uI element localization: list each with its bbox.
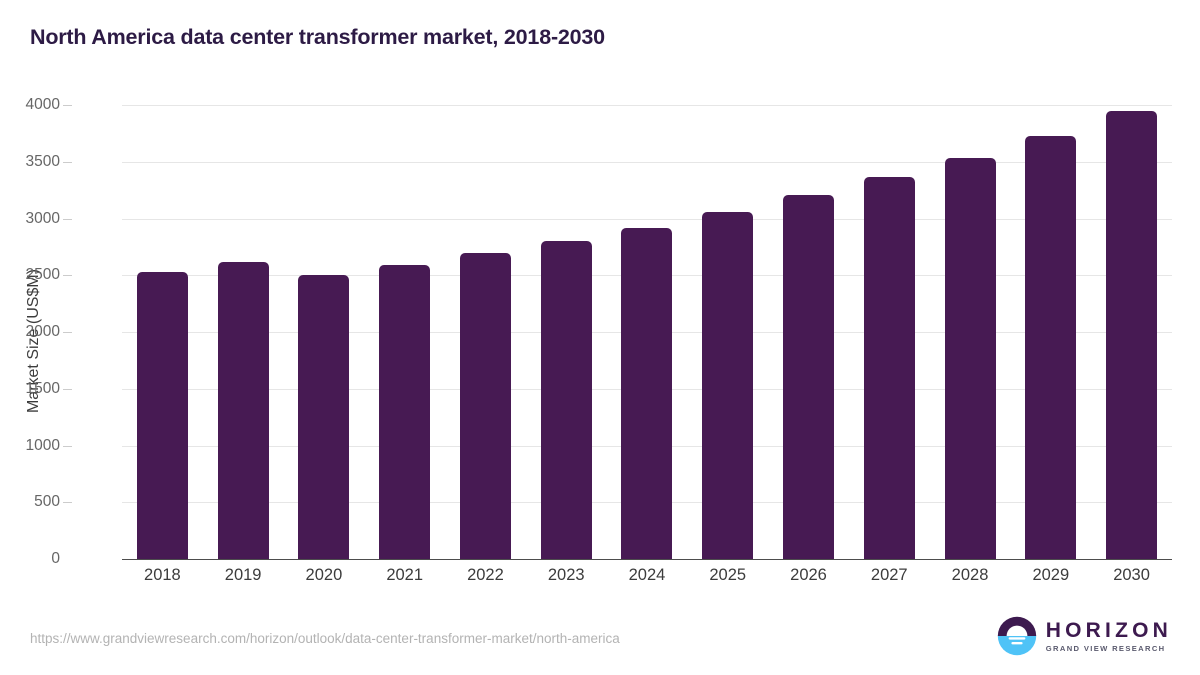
- bar-slot: [1091, 105, 1172, 559]
- brand-logo: HORIZON GRAND VIEW RESEARCH: [997, 615, 1172, 657]
- plot-area: [122, 105, 1172, 561]
- bar-slot: [526, 105, 607, 559]
- y-tick-label: 1000: [25, 436, 60, 454]
- bar-slot: [122, 105, 203, 559]
- y-tick-label: 1500: [25, 379, 60, 397]
- x-tick-label-2020: 2020: [305, 566, 343, 584]
- x-axis: 2018 2019 2020 2021 2022 2023 2024 2025 2026 2027…: [122, 566, 1172, 596]
- bar-series: [122, 105, 1172, 559]
- bar-slot: [687, 105, 768, 559]
- y-axis-title: Market Size (US$M): [25, 268, 42, 414]
- y-tick-mark: [63, 445, 72, 447]
- x-tick-label-2027: 2027: [870, 566, 908, 584]
- y-tick-mark: [63, 332, 72, 333]
- y-tick-label: 2500: [25, 266, 60, 284]
- y-tick-label: 4000: [25, 96, 60, 113]
- bar-2025[interactable]: [702, 212, 754, 559]
- logo-tagline: GRAND VIEW RESEARCH: [1045, 643, 1166, 653]
- y-tick-label: 3000: [25, 209, 60, 227]
- bar-slot: [203, 105, 284, 559]
- bar-slot: [445, 105, 526, 559]
- bar-2022[interactable]: [459, 252, 511, 559]
- logo-wordmark: HORIZON: [1045, 618, 1172, 642]
- bar-slot: [1010, 105, 1091, 559]
- y-tick-mark: [63, 161, 72, 163]
- y-tick-mark: [63, 275, 72, 277]
- x-tick-label-2018: 2018: [144, 566, 181, 584]
- y-tick-mark: [63, 218, 72, 220]
- x-tick-label-2023: 2023: [547, 566, 585, 584]
- logo-text: HORIZON GRAND VIEW RESEARCH: [1046, 620, 1172, 653]
- gridline: [122, 559, 1172, 561]
- bar-slot: [364, 105, 445, 559]
- bar-slot: [930, 105, 1011, 559]
- bar-2029[interactable]: [1025, 135, 1077, 559]
- bar-slot: [607, 105, 688, 559]
- x-tick-label-2025: 2025: [709, 566, 747, 584]
- y-tick-mark: [63, 502, 72, 504]
- x-tick-label-2028: 2028: [951, 566, 989, 584]
- bar-slot: [768, 105, 849, 559]
- bar-slot: [284, 105, 365, 559]
- horizon-logo-icon: [997, 616, 1036, 656]
- gridline: [122, 218, 1172, 220]
- x-tick-label-2019: 2019: [224, 566, 262, 584]
- bar-2026[interactable]: [783, 194, 834, 559]
- gridline: [122, 105, 1172, 106]
- bar-2018[interactable]: [136, 271, 188, 559]
- y-tick-label: 0: [51, 550, 60, 567]
- bar-2021[interactable]: [379, 265, 431, 559]
- bar-slot: [849, 105, 930, 559]
- x-tick-label-2030: 2030: [1113, 566, 1150, 584]
- x-tick-label-2021: 2021: [386, 566, 424, 584]
- bar-2030[interactable]: [1106, 111, 1158, 559]
- y-tick-mark: [63, 388, 72, 390]
- x-tick-label-2026: 2026: [790, 566, 827, 584]
- bar-2027[interactable]: [863, 177, 915, 559]
- bar-2023[interactable]: [540, 240, 592, 559]
- page-title: North America data center transformer ma…: [30, 25, 605, 49]
- bar-2024[interactable]: [621, 228, 673, 559]
- x-tick-label-2029: 2029: [1032, 566, 1070, 584]
- y-tick-label: 500: [34, 493, 60, 511]
- y-tick-mark: [63, 105, 72, 106]
- y-tick-label: 2000: [25, 323, 60, 340]
- bar-2019[interactable]: [217, 261, 269, 559]
- y-tick-label: 3500: [25, 152, 60, 170]
- bar-2020[interactable]: [298, 275, 350, 559]
- x-tick-label-2024: 2024: [628, 566, 666, 584]
- bar-2028[interactable]: [944, 157, 996, 559]
- source-url[interactable]: https://www.grandviewresearch.com/horizo…: [30, 631, 620, 646]
- x-tick-label-2022: 2022: [467, 566, 504, 584]
- y-axis: Market Size (US$M) 0 500 1000 1500 2000 2500 3…: [0, 0, 122, 675]
- gridline: [122, 161, 1172, 163]
